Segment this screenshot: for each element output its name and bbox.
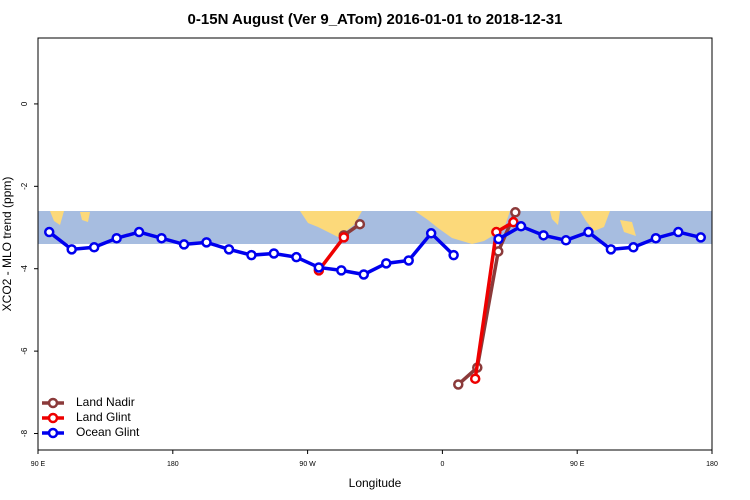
point (628, 242, 639, 253)
point (223, 244, 235, 255)
point (338, 232, 350, 243)
point (313, 262, 325, 273)
point (538, 230, 549, 241)
x-tick-label: 180 (167, 461, 179, 468)
point (673, 226, 684, 238)
point (425, 228, 437, 239)
map-band (38, 211, 712, 244)
point (133, 226, 145, 238)
point (605, 244, 617, 255)
point (111, 232, 122, 244)
legend-label: Land Glint (76, 410, 131, 424)
point (515, 221, 527, 232)
y-tick-label: -4 (20, 265, 29, 273)
point (650, 232, 662, 244)
point (336, 265, 347, 276)
x-tick-label: 90 W (299, 461, 316, 468)
y-tick-label: -6 (20, 347, 29, 355)
point (403, 255, 414, 266)
y-tick-label: 0 (20, 101, 29, 106)
y-tick-label: -8 (20, 429, 29, 437)
legend-marker (47, 412, 59, 424)
point (493, 233, 504, 245)
point (560, 235, 572, 246)
x-axis-label: Longitude (349, 476, 402, 490)
point (510, 207, 521, 218)
legend-label: Ocean Glint (76, 425, 140, 439)
point (88, 242, 100, 253)
point (43, 226, 55, 238)
series-line (317, 220, 515, 379)
plot-frame (37, 37, 713, 451)
point (246, 249, 257, 261)
point (358, 269, 370, 280)
point (354, 218, 366, 230)
point (448, 249, 459, 261)
legend-marker (47, 427, 59, 439)
point (583, 226, 594, 238)
land-shapes (50, 211, 636, 244)
point (469, 373, 481, 384)
point (380, 258, 392, 269)
point (66, 244, 77, 255)
point (695, 232, 707, 243)
point (291, 251, 302, 263)
y-tick-label: -2 (20, 182, 29, 190)
point (453, 379, 464, 390)
legend-marker (47, 397, 59, 409)
x-tick-label: 90 E (570, 461, 585, 468)
point (178, 239, 190, 250)
x-tick-label: 0 (440, 461, 444, 468)
y-axis-label: XCO2 - MLO trend (ppm) (0, 177, 14, 312)
point (508, 216, 519, 228)
x-tick-label: 90 E (31, 461, 46, 468)
point (268, 248, 280, 259)
point (201, 237, 212, 248)
point (156, 232, 167, 244)
x-tick-label: 180 (706, 461, 718, 468)
legend-label: Land Nadir (76, 395, 135, 409)
chart-title: 0-15N August (Ver 9_ATom) 2016-01-01 to … (188, 11, 563, 28)
